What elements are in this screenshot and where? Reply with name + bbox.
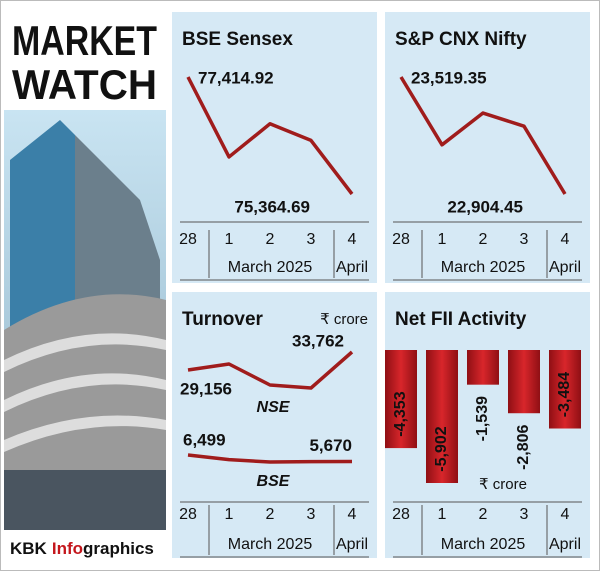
data-label: 29,156 xyxy=(180,379,232,398)
credit-bg xyxy=(4,535,166,565)
x-tick-label: 4 xyxy=(348,506,357,523)
bar xyxy=(467,350,499,385)
data-label: -2,806 xyxy=(515,424,532,469)
x-tick-label: 28 xyxy=(392,231,410,248)
data-label: 5,670 xyxy=(309,436,352,455)
x-tick-label: 2 xyxy=(266,231,275,248)
credit-part: Info xyxy=(52,539,83,558)
data-label: -4,353 xyxy=(392,391,409,436)
x-tick-label: 3 xyxy=(307,231,316,248)
credit: KBK Infographics xyxy=(10,539,154,558)
chart-title: Turnover xyxy=(182,309,264,330)
month-label: April xyxy=(336,259,368,276)
line xyxy=(186,76,354,196)
chart-title: Net FII Activity xyxy=(395,309,527,330)
bar xyxy=(508,350,540,414)
data-label: 22,904.45 xyxy=(447,197,523,216)
data-label: 33,762 xyxy=(292,331,344,350)
line xyxy=(187,453,353,464)
x-tick-label: 3 xyxy=(520,231,529,248)
page-title: WATCH xyxy=(12,61,157,108)
month-label: April xyxy=(549,536,581,553)
x-tick-label: 1 xyxy=(225,506,234,523)
x-tick-label: 2 xyxy=(479,506,488,523)
x-tick-label: 4 xyxy=(561,231,570,248)
credit-part: graphics xyxy=(83,539,154,558)
x-tick-label: 1 xyxy=(225,231,234,248)
bar xyxy=(549,350,581,429)
x-tick-label: 28 xyxy=(392,506,410,523)
chart-title: BSE Sensex xyxy=(182,29,293,50)
series-label: NSE xyxy=(257,399,291,416)
unit-label: ₹ crore xyxy=(479,476,527,493)
page-title: MARKET xyxy=(12,17,157,64)
x-tick-label: 4 xyxy=(561,506,570,523)
x-tick-label: 2 xyxy=(479,231,488,248)
x-tick-label: 3 xyxy=(520,506,529,523)
series-label: BSE xyxy=(257,473,291,490)
x-tick-label: 1 xyxy=(438,231,447,248)
data-label: 23,519.35 xyxy=(411,68,487,87)
line xyxy=(187,350,354,390)
bar xyxy=(385,350,417,449)
x-tick-label: 28 xyxy=(179,231,197,248)
panel xyxy=(172,292,377,558)
x-tick-label: 3 xyxy=(307,506,316,523)
panel xyxy=(385,12,590,283)
x-tick-label: 1 xyxy=(438,506,447,523)
month-label: March 2025 xyxy=(441,259,526,276)
building-photo xyxy=(4,110,166,530)
line xyxy=(399,76,567,195)
month-label: March 2025 xyxy=(228,259,313,276)
x-tick-label: 4 xyxy=(348,231,357,248)
month-label: March 2025 xyxy=(441,536,526,553)
data-label: 6,499 xyxy=(183,430,226,449)
credit-part: KBK xyxy=(10,539,48,558)
x-tick-label: 2 xyxy=(266,506,275,523)
month-label: March 2025 xyxy=(228,536,313,553)
panel xyxy=(172,12,377,283)
month-label: April xyxy=(336,536,368,553)
data-label: -1,539 xyxy=(474,396,491,441)
data-label: 77,414.92 xyxy=(198,68,274,87)
data-label: -3,484 xyxy=(556,372,573,417)
data-label: 75,364.69 xyxy=(234,197,310,216)
chart-title: S&P CNX Nifty xyxy=(395,29,527,50)
unit-label: ₹ crore xyxy=(320,311,368,328)
month-label: April xyxy=(549,259,581,276)
bar xyxy=(426,350,458,483)
data-label: -5,902 xyxy=(433,426,450,471)
x-tick-label: 28 xyxy=(179,506,197,523)
